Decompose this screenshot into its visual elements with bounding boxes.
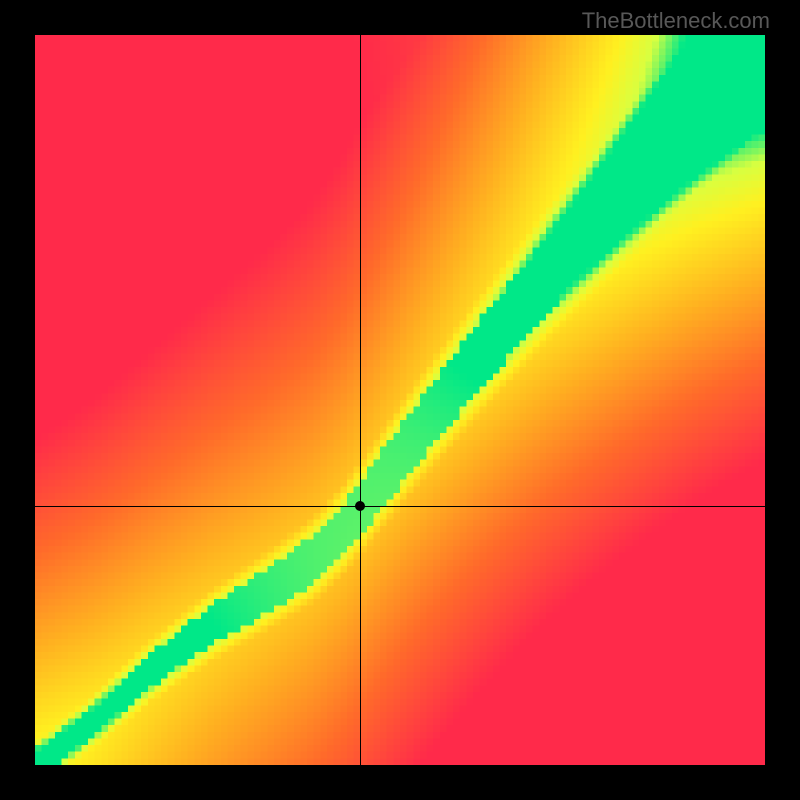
heatmap-canvas bbox=[35, 35, 765, 765]
watermark-text: TheBottleneck.com bbox=[582, 8, 770, 34]
crosshair-vertical bbox=[360, 35, 361, 765]
crosshair-horizontal bbox=[35, 506, 765, 507]
selected-point-marker bbox=[355, 501, 365, 511]
bottleneck-heatmap bbox=[35, 35, 765, 765]
